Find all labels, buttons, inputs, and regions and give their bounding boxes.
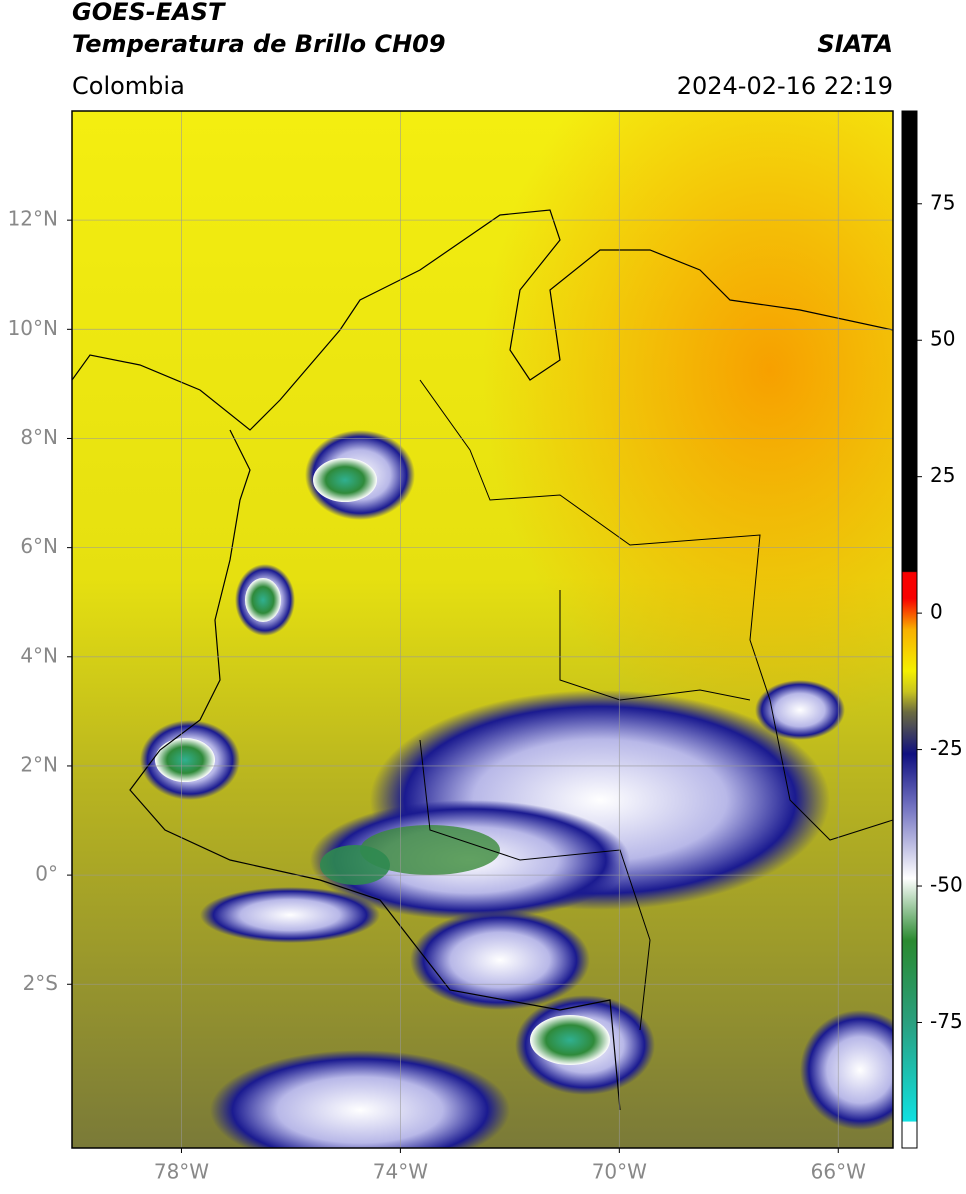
lat-tick-label: 0° (35, 862, 58, 886)
colorbar-tick-label: -50 (930, 873, 963, 897)
colorbar-tick-label: 75 (930, 190, 955, 214)
region: Colombia (72, 72, 185, 100)
colorbar-tick-label: -25 (930, 736, 963, 760)
lat-tick-label: 2°S (23, 971, 58, 995)
lon-tick-label: 74°W (373, 1160, 428, 1184)
map-frame (71, 110, 894, 1149)
subtitle: Temperatura de Brillo CH09 (72, 30, 446, 58)
lon-tick-label: 78°W (154, 1160, 209, 1184)
lat-tick-label: 6°N (20, 534, 58, 558)
title: GOES-EAST (72, 0, 226, 26)
grid (72, 111, 893, 1148)
colorbar-tick-label: 50 (930, 327, 955, 351)
colorbar-tick-label: 25 (930, 463, 955, 487)
map-image (72, 111, 893, 1148)
datetime: 2024-02-16 22:19 (677, 72, 893, 100)
lon-tick-label: 70°W (592, 1160, 647, 1184)
lat-tick-label: 10°N (8, 316, 58, 340)
colorbar (901, 110, 918, 1149)
colorbar-tick-label: -75 (930, 1009, 963, 1033)
lat-tick-label: 2°N (20, 752, 58, 776)
lat-tick-label: 4°N (20, 643, 58, 667)
colorbar-tick-label: 0 (930, 600, 943, 624)
lon-tick-label: 66°W (811, 1160, 866, 1184)
source: SIATA (817, 30, 893, 58)
lat-tick-label: 8°N (20, 425, 58, 449)
lat-tick-label: 12°N (8, 207, 58, 231)
